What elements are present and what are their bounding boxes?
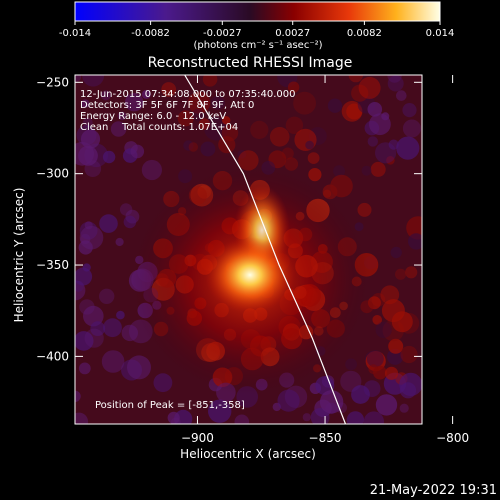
colorbar-tick-label: -0.0027 bbox=[203, 28, 242, 39]
y-axis-label: Heliocentric Y (arcsec) bbox=[12, 188, 26, 323]
colorbar-tick-label: -0.014 bbox=[59, 28, 91, 39]
annotation-detectors: Detectors: 3F 5F 6F 7F 8F 9F, Att 0 bbox=[80, 100, 254, 111]
colorbar-tick-label: 0.014 bbox=[426, 28, 455, 39]
y-tick-label: −350 bbox=[36, 258, 69, 272]
annotation-method: Clean bbox=[80, 122, 108, 133]
chart-title: Reconstructed RHESSI Image bbox=[148, 55, 353, 71]
colorbar bbox=[74, 1, 441, 22]
colorbar-tick-label: 0.0082 bbox=[347, 28, 382, 39]
annotation-energy: Energy Range: 6.0 - 12.0 keV bbox=[80, 111, 226, 122]
colorbar-tick-label: -0.0082 bbox=[131, 28, 170, 39]
x-tick-label: −850 bbox=[309, 431, 342, 445]
colorbar-ticks: -0.014 -0.0082 -0.0027 0.0027 0.0082 0.014 bbox=[59, 21, 454, 39]
x-axis-label: Heliocentric X (arcsec) bbox=[180, 447, 316, 461]
plot-frame bbox=[74, 74, 423, 425]
colorbar-units: (photons cm⁻² s⁻¹ asec⁻²) bbox=[193, 40, 322, 51]
annotation-total-counts: Total counts: 1.07E+04 bbox=[121, 122, 238, 133]
heatmap-image bbox=[75, 75, 422, 424]
y-tick-label: −300 bbox=[36, 167, 69, 181]
footer-timestamp: 21-May-2022 19:31 bbox=[370, 483, 497, 498]
y-tick-label: −250 bbox=[36, 75, 69, 89]
x-tick-label: −800 bbox=[436, 431, 469, 445]
annotation-time: 12-Jun-2015 07:34:08.000 to 07:35:40.000 bbox=[80, 89, 296, 100]
x-tick-label: −900 bbox=[181, 431, 214, 445]
annotation-peak: Position of Peak = [-851,-358] bbox=[95, 400, 245, 411]
y-tick-label: −400 bbox=[36, 349, 69, 363]
colorbar-tick-label: 0.0027 bbox=[275, 28, 310, 39]
limb-line bbox=[184, 75, 347, 424]
axis-ticks: −900 −850 −800 −250 −300 −350 −400 bbox=[36, 75, 469, 445]
